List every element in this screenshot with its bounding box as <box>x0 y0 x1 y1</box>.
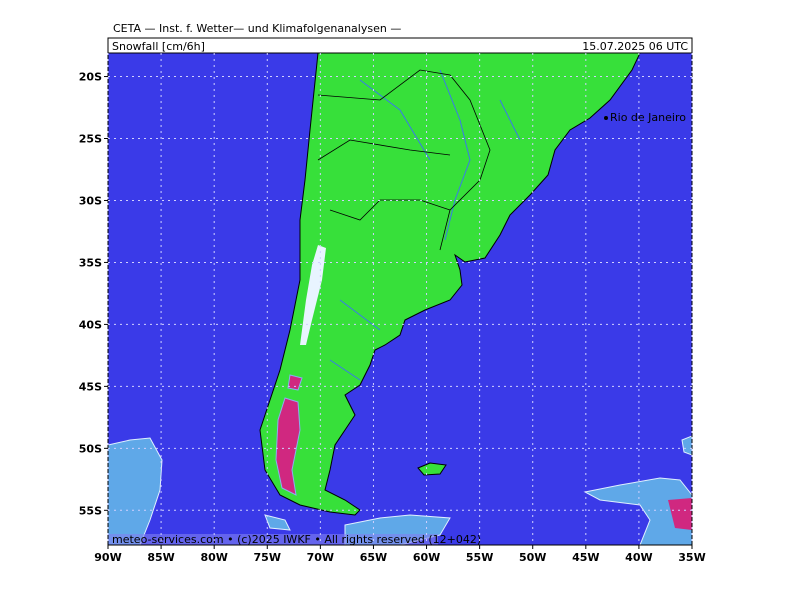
city-label: Rio de Janeiro <box>610 111 686 124</box>
lat-tick-label: 55S <box>79 504 102 517</box>
lon-tick-label: 65W <box>360 551 387 564</box>
lat-tick-label: 50S <box>79 442 102 455</box>
header-title: CETA — Inst. f. Wetter— und Klimafolgena… <box>113 22 401 35</box>
valid-time: 15.07.2025 06 UTC <box>582 40 688 53</box>
lon-tick-label: 80W <box>200 551 227 564</box>
city-marker <box>604 116 608 120</box>
lon-tick-label: 40W <box>625 551 652 564</box>
snow-atlantic-core <box>668 498 692 530</box>
lon-tick-label: 55W <box>466 551 493 564</box>
lon-tick-label: 50W <box>519 551 546 564</box>
lon-tick-label: 90W <box>94 551 121 564</box>
snow-andes <box>300 245 326 345</box>
river-lines <box>329 69 521 381</box>
footer: meteo-services.com • (c)2025 IWKF • All … <box>112 533 481 546</box>
lat-tick-label: 45S <box>79 380 102 393</box>
lat-tick-label: 25S <box>79 133 102 146</box>
lon-tick-label: 60W <box>413 551 440 564</box>
lon-tick-label: 35W <box>678 551 705 564</box>
lat-tick-label: 20S <box>79 71 102 84</box>
lon-tick-label: 75W <box>254 551 281 564</box>
land <box>259 53 641 516</box>
lat-tick-label: 35S <box>79 256 102 269</box>
lat-tick-label: 30S <box>79 194 102 207</box>
lat-tick-label: 40S <box>79 318 102 331</box>
axes: 90W 85W 80W 75W 70W 65W 60W 55W 50W 45W 40W 35W 20S 2… <box>79 53 706 564</box>
variable-label: Snowfall [cm/6h] <box>112 40 205 53</box>
lon-tick-label: 45W <box>572 551 599 564</box>
snow-pacific <box>108 437 163 545</box>
lon-tick-label: 85W <box>147 551 174 564</box>
snow-atlantic <box>583 435 692 545</box>
footer-strip <box>108 534 438 545</box>
snow-patagonia <box>275 374 303 496</box>
falkland-islands <box>417 462 447 476</box>
lon-tick-label: 70W <box>307 551 334 564</box>
map-area: meteo-services.com • (c)2025 IWKF • All … <box>108 53 692 546</box>
